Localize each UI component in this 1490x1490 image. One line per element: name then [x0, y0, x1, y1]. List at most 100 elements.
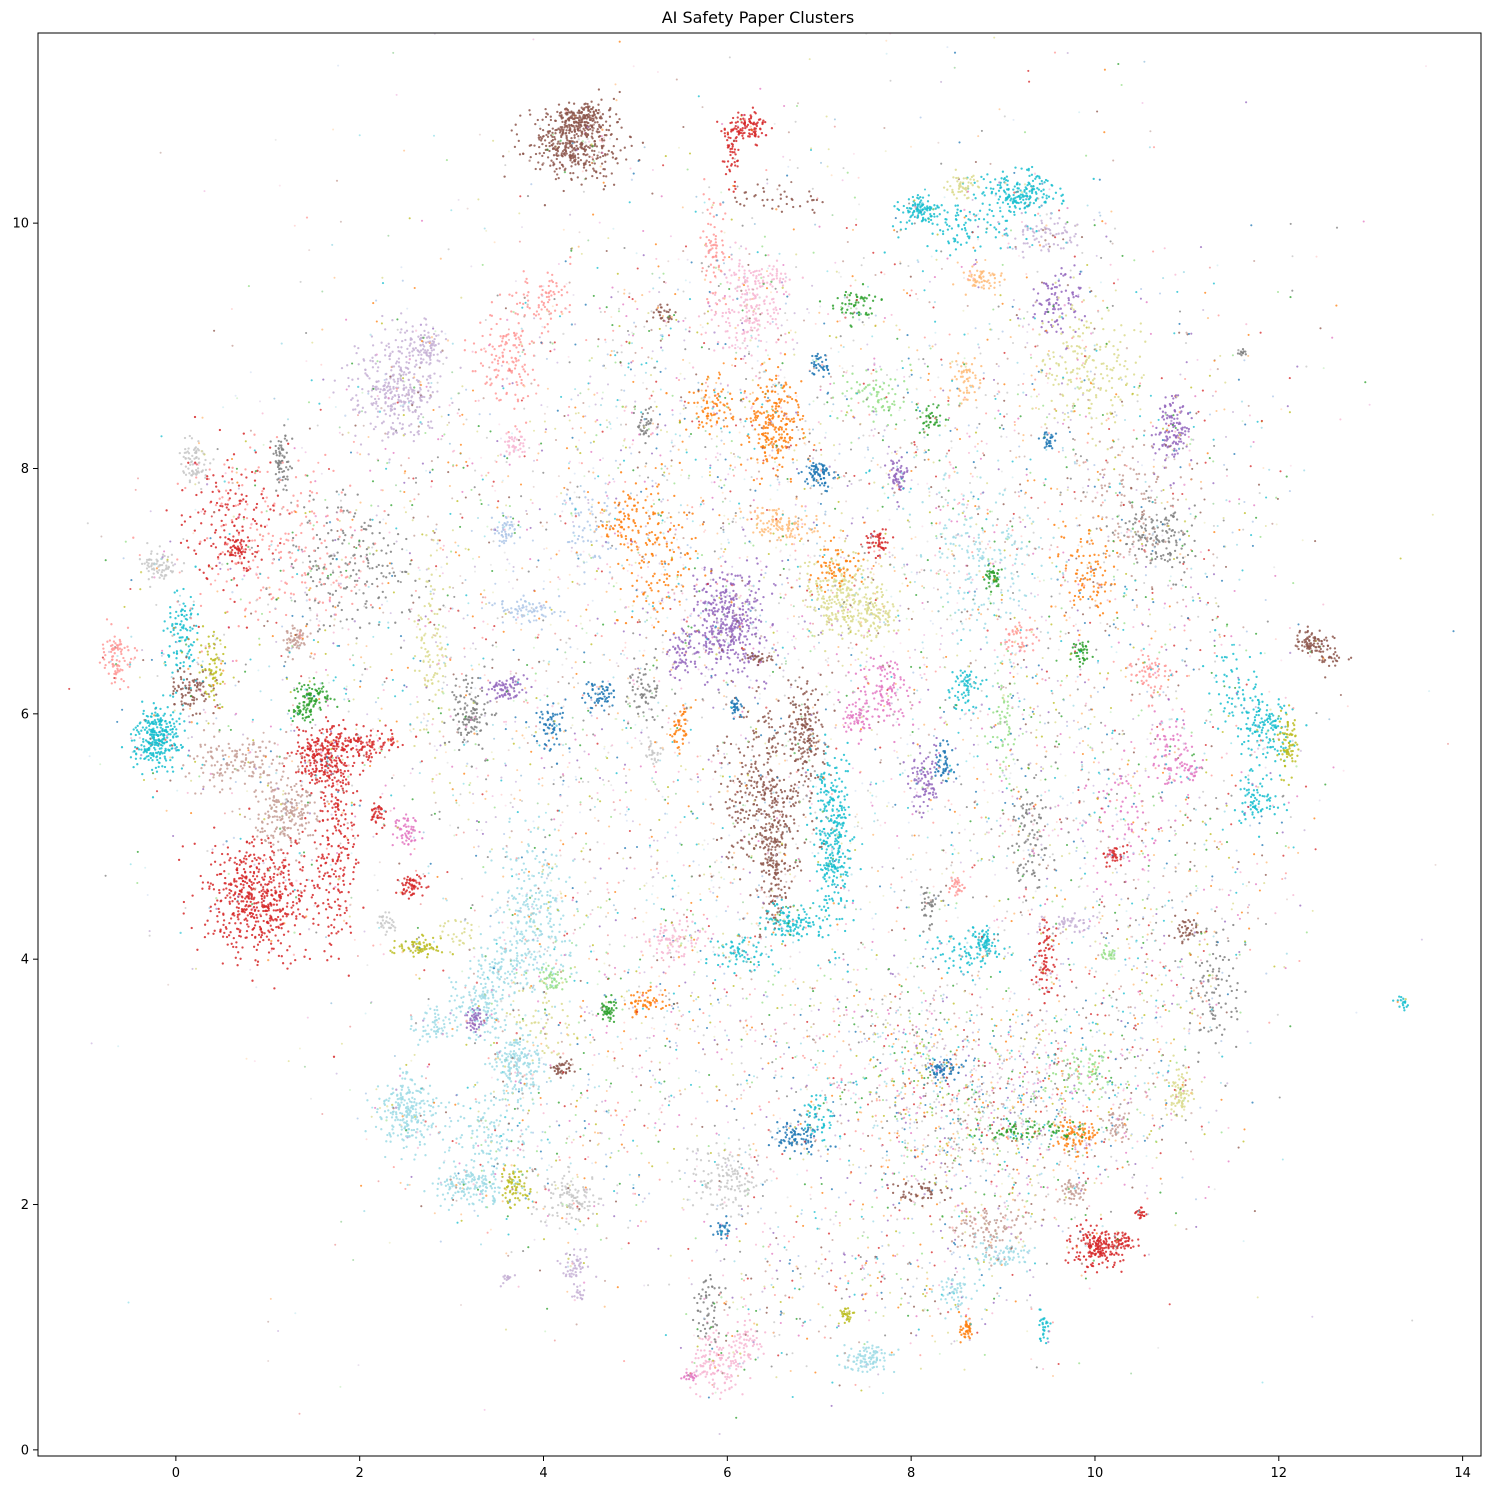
data-point — [418, 670, 420, 672]
data-point — [295, 771, 297, 773]
data-point — [470, 698, 472, 700]
data-point — [337, 789, 339, 791]
data-point — [355, 394, 357, 396]
data-point — [285, 888, 287, 890]
data-point — [413, 434, 415, 436]
data-point — [139, 757, 141, 759]
data-point — [325, 889, 327, 891]
data-point — [597, 128, 599, 130]
data-point — [246, 882, 248, 884]
data-point — [308, 566, 310, 568]
data-point — [379, 796, 381, 798]
data-point — [221, 496, 223, 498]
data-point — [436, 654, 438, 656]
data-point — [198, 461, 200, 463]
data-point — [270, 940, 272, 942]
data-point — [514, 146, 516, 148]
data-point — [494, 532, 496, 534]
data-point — [396, 837, 398, 839]
data-point — [283, 826, 285, 828]
data-point — [275, 772, 277, 774]
data-point — [217, 920, 219, 922]
data-point — [459, 708, 461, 710]
data-point — [305, 546, 307, 548]
data-point — [330, 932, 332, 934]
data-point — [240, 890, 242, 892]
data-point — [246, 517, 248, 519]
data-point — [413, 620, 415, 622]
data-point — [343, 587, 345, 589]
data-point — [279, 911, 281, 913]
data-point — [631, 145, 633, 147]
data-point — [472, 370, 474, 372]
data-point — [260, 895, 262, 897]
data-point — [502, 524, 504, 526]
data-point — [175, 657, 177, 659]
data-point — [509, 678, 511, 680]
data-point — [343, 763, 345, 765]
data-point — [119, 639, 121, 641]
data-point — [400, 828, 402, 830]
data-point — [341, 559, 343, 561]
data-point — [314, 801, 316, 803]
data-point — [201, 650, 203, 652]
data-point — [271, 763, 273, 765]
data-point — [370, 422, 372, 424]
data-point — [486, 381, 488, 383]
data-point — [209, 468, 211, 470]
data-point — [241, 877, 243, 879]
data-point — [384, 349, 386, 351]
data-point — [228, 922, 230, 924]
data-point — [286, 915, 288, 917]
data-point — [235, 539, 237, 541]
data-point — [547, 113, 549, 115]
data-point — [566, 291, 568, 293]
data-point — [253, 509, 255, 511]
data-point — [221, 505, 223, 507]
data-point — [367, 375, 369, 377]
data-point — [362, 770, 364, 772]
data-point — [336, 914, 338, 916]
data-point — [523, 293, 525, 295]
data-point — [194, 566, 196, 568]
data-point — [219, 773, 221, 775]
data-point — [242, 886, 244, 888]
data-point — [385, 345, 387, 347]
data-point — [297, 908, 299, 910]
data-point — [212, 689, 214, 691]
data-point — [278, 955, 280, 957]
data-point — [150, 729, 152, 731]
data-point — [231, 478, 233, 480]
data-point — [287, 468, 289, 470]
data-point — [190, 607, 192, 609]
data-point — [428, 355, 430, 357]
data-point — [382, 919, 384, 921]
data-point — [299, 824, 301, 826]
data-point — [404, 832, 406, 834]
data-point — [507, 431, 509, 433]
data-point — [262, 939, 264, 941]
data-point — [222, 924, 224, 926]
data-point — [304, 804, 306, 806]
data-point — [413, 341, 415, 343]
data-point — [355, 863, 357, 865]
point-cluster — [502, 88, 644, 206]
data-point — [411, 943, 413, 945]
data-point — [323, 583, 325, 585]
data-point — [323, 624, 325, 626]
data-point — [343, 920, 345, 922]
data-point — [320, 754, 322, 756]
data-point — [202, 756, 204, 758]
data-point — [449, 586, 451, 588]
data-point — [208, 888, 210, 890]
data-point — [245, 476, 247, 478]
data-point — [265, 913, 267, 915]
data-point — [559, 167, 561, 169]
data-point — [373, 748, 375, 750]
data-point — [299, 883, 301, 885]
data-point — [403, 843, 405, 845]
data-point — [512, 681, 514, 683]
data-point — [249, 854, 251, 856]
data-point — [321, 745, 323, 747]
data-point — [229, 777, 231, 779]
